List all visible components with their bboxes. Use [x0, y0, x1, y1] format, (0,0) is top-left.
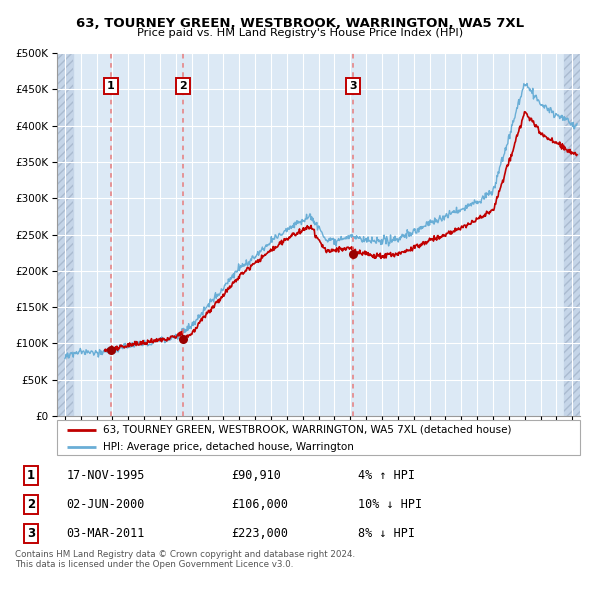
- Text: HPI: Average price, detached house, Warrington: HPI: Average price, detached house, Warr…: [103, 442, 354, 451]
- Text: 17-NOV-1995: 17-NOV-1995: [67, 470, 145, 483]
- Text: 8% ↓ HPI: 8% ↓ HPI: [358, 527, 415, 540]
- Bar: [565, 53, 580, 416]
- Text: 63, TOURNEY GREEN, WESTBROOK, WARRINGTON, WA5 7XL (detached house): 63, TOURNEY GREEN, WESTBROOK, WARRINGTON…: [103, 425, 512, 435]
- Bar: [565, 53, 580, 416]
- Text: £223,000: £223,000: [231, 527, 288, 540]
- Text: 1: 1: [107, 81, 115, 91]
- Text: 3: 3: [349, 81, 357, 91]
- Text: 2: 2: [27, 498, 35, 511]
- FancyBboxPatch shape: [57, 420, 580, 455]
- Text: £90,910: £90,910: [231, 470, 281, 483]
- Bar: [57, 53, 73, 416]
- Text: 2: 2: [179, 81, 187, 91]
- Text: 3: 3: [27, 527, 35, 540]
- Text: £106,000: £106,000: [231, 498, 288, 511]
- Bar: [57, 53, 73, 416]
- Text: 63, TOURNEY GREEN, WESTBROOK, WARRINGTON, WA5 7XL: 63, TOURNEY GREEN, WESTBROOK, WARRINGTON…: [76, 17, 524, 30]
- Text: 10% ↓ HPI: 10% ↓ HPI: [358, 498, 422, 511]
- Text: 03-MAR-2011: 03-MAR-2011: [67, 527, 145, 540]
- Text: Price paid vs. HM Land Registry's House Price Index (HPI): Price paid vs. HM Land Registry's House …: [137, 28, 463, 38]
- Text: 02-JUN-2000: 02-JUN-2000: [67, 498, 145, 511]
- Text: 1: 1: [27, 470, 35, 483]
- Text: 4% ↑ HPI: 4% ↑ HPI: [358, 470, 415, 483]
- Text: Contains HM Land Registry data © Crown copyright and database right 2024.
This d: Contains HM Land Registry data © Crown c…: [15, 550, 355, 569]
